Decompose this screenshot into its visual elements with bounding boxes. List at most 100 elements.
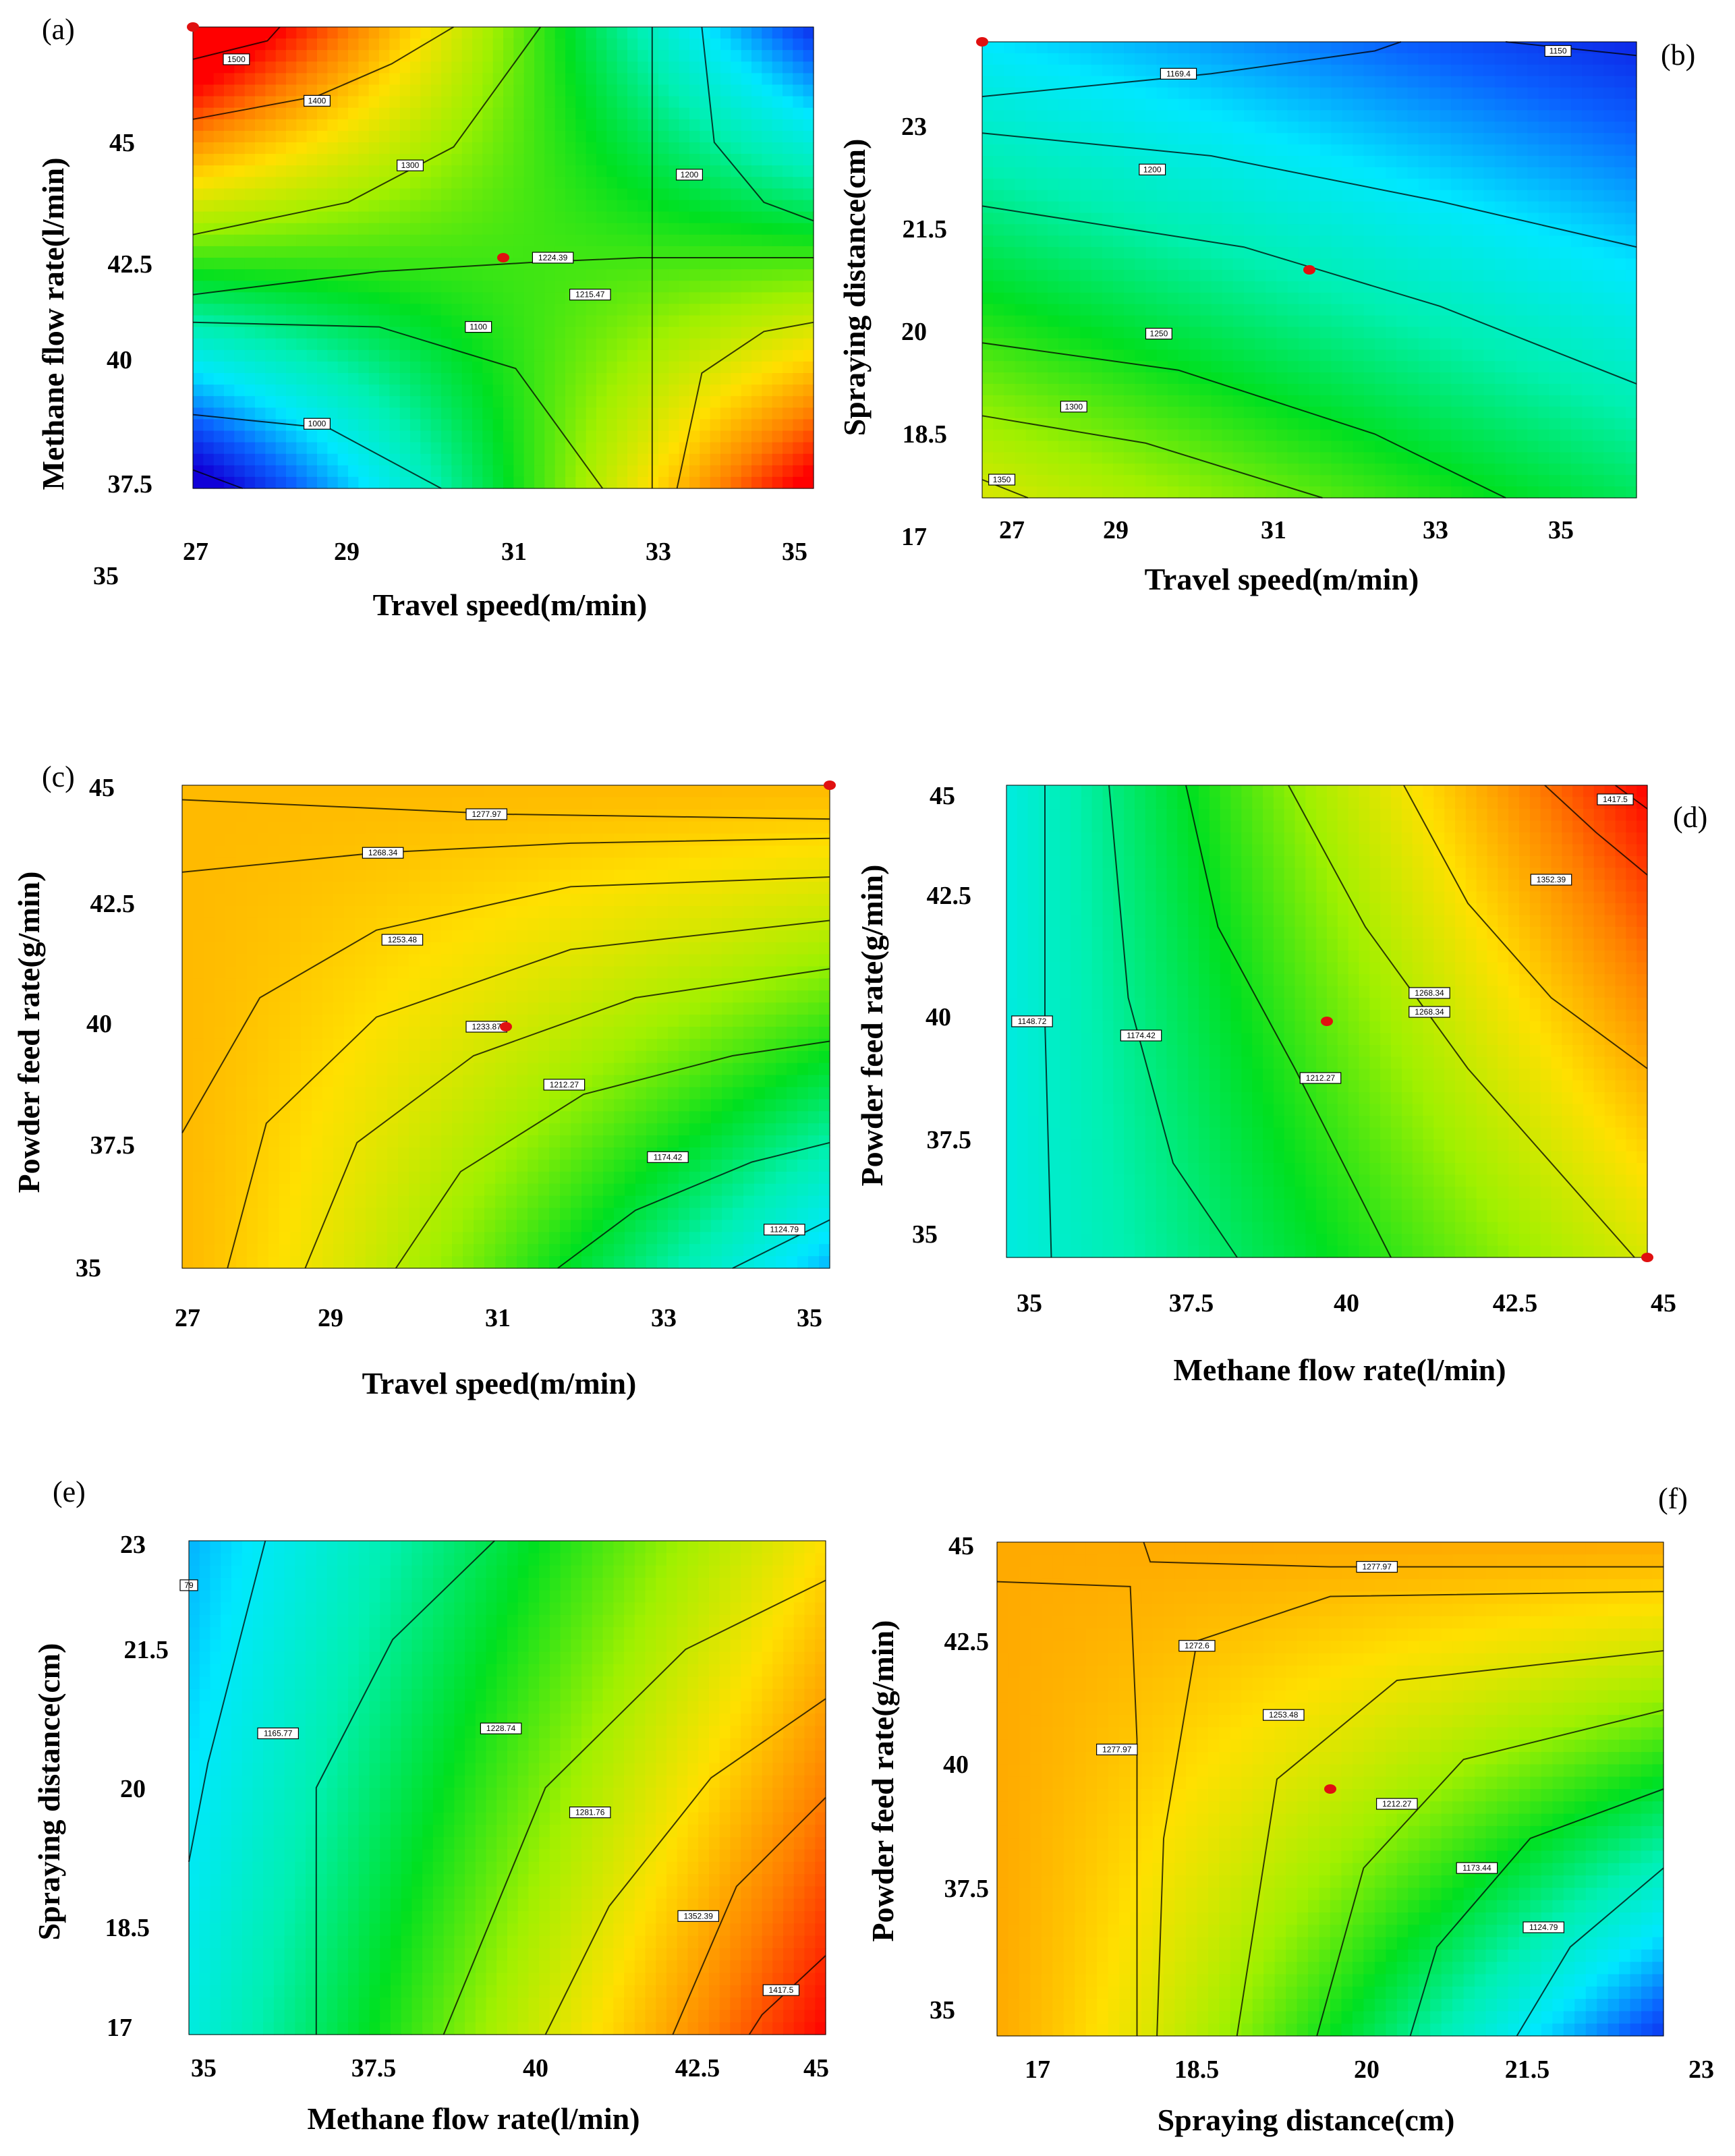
heatmap-cell bbox=[1276, 178, 1288, 191]
heatmap-cell bbox=[1222, 304, 1234, 316]
heatmap-cell bbox=[1167, 212, 1179, 225]
heatmap-cell bbox=[317, 453, 328, 466]
heatmap-cell bbox=[1614, 212, 1626, 225]
heatmap-cell bbox=[482, 200, 494, 212]
heatmap-cell bbox=[1483, 156, 1496, 168]
heatmap-cell bbox=[1309, 156, 1321, 168]
heatmap-cell bbox=[296, 327, 308, 339]
heatmap-cell bbox=[720, 430, 731, 443]
heatmap-cell bbox=[1516, 270, 1528, 282]
heatmap-cell bbox=[472, 223, 483, 235]
heatmap-cell bbox=[1451, 292, 1462, 305]
heatmap-cell bbox=[1232, 133, 1245, 145]
heatmap-cell bbox=[1614, 178, 1626, 191]
heatmap-cell bbox=[1222, 429, 1234, 442]
heatmap-cell bbox=[213, 315, 225, 328]
heatmap-cell bbox=[234, 465, 246, 478]
heatmap-cell bbox=[1069, 486, 1081, 499]
heatmap-cell bbox=[1167, 384, 1179, 396]
heatmap-cell bbox=[1396, 212, 1409, 225]
heatmap-cell bbox=[224, 211, 235, 224]
heatmap-cell bbox=[793, 246, 804, 258]
heatmap-cell bbox=[1025, 42, 1037, 54]
heatmap-cell bbox=[679, 200, 690, 212]
heatmap-cell bbox=[327, 407, 339, 420]
heatmap-cell bbox=[993, 76, 1004, 88]
heatmap-cell bbox=[1320, 452, 1332, 464]
heatmap-cell bbox=[993, 247, 1004, 259]
heatmap-cell bbox=[617, 465, 628, 478]
heatmap-cell bbox=[451, 107, 463, 120]
heatmap-cell bbox=[1506, 304, 1517, 316]
heatmap-cell bbox=[658, 385, 669, 397]
heatmap-cell bbox=[1189, 384, 1201, 396]
heatmap-cell bbox=[461, 442, 473, 455]
heatmap-cell bbox=[193, 821, 204, 834]
heatmap-cell bbox=[1069, 475, 1081, 487]
heatmap-cell bbox=[523, 61, 535, 74]
heatmap-cell bbox=[1080, 201, 1092, 214]
heatmap-cell bbox=[317, 430, 328, 443]
heatmap-cell bbox=[554, 407, 566, 420]
heatmap-cell bbox=[472, 292, 483, 304]
heatmap-cell bbox=[648, 430, 659, 443]
heatmap-cell bbox=[1451, 372, 1462, 385]
heatmap-cell bbox=[389, 292, 401, 304]
heatmap-cell bbox=[1396, 349, 1409, 362]
heatmap-cell bbox=[993, 463, 1004, 476]
heatmap-cell bbox=[224, 361, 235, 374]
heatmap-cell bbox=[358, 465, 370, 478]
heatmap-cell bbox=[1232, 349, 1245, 362]
heatmap-cell bbox=[265, 349, 277, 362]
heatmap-cell bbox=[1506, 463, 1517, 476]
heatmap-cell bbox=[1603, 384, 1616, 396]
heatmap-cell bbox=[803, 130, 814, 143]
heatmap-cell bbox=[1473, 304, 1485, 316]
heatmap-cell bbox=[1298, 42, 1310, 54]
heatmap-cell bbox=[700, 476, 711, 489]
heatmap-cell bbox=[1527, 235, 1539, 248]
heatmap-cell bbox=[1363, 201, 1375, 214]
heatmap-cell bbox=[617, 304, 628, 316]
heatmap-cell bbox=[1124, 327, 1135, 339]
heatmap-cell bbox=[1265, 361, 1278, 373]
heatmap-cell bbox=[1025, 406, 1037, 419]
heatmap-cell bbox=[348, 130, 359, 143]
heatmap-cell bbox=[1211, 53, 1223, 65]
heatmap-cell bbox=[1113, 178, 1125, 191]
heatmap-cell bbox=[1440, 384, 1452, 396]
heatmap-cell bbox=[637, 315, 649, 328]
heatmap-cell bbox=[1506, 121, 1517, 134]
heatmap-cell bbox=[1560, 395, 1572, 407]
heatmap-cell bbox=[1069, 98, 1081, 111]
heatmap-cell bbox=[379, 258, 390, 270]
heatmap-cell bbox=[296, 84, 308, 97]
heatmap-cell bbox=[1516, 292, 1528, 305]
heatmap-cell bbox=[1625, 121, 1637, 134]
heatmap-cell bbox=[1375, 144, 1386, 157]
heatmap-cell bbox=[441, 38, 452, 51]
heatmap-cell bbox=[358, 385, 370, 397]
heatmap-cell bbox=[627, 119, 638, 132]
heatmap-cell bbox=[1506, 212, 1517, 225]
heatmap-cell bbox=[982, 418, 994, 430]
heatmap-cell bbox=[410, 119, 421, 132]
heatmap-cell bbox=[1309, 315, 1321, 328]
heatmap-cell bbox=[751, 50, 762, 62]
heatmap-cell bbox=[1462, 270, 1474, 282]
heatmap-cell bbox=[554, 292, 566, 304]
heatmap-cell bbox=[348, 38, 359, 51]
heatmap-cell bbox=[1625, 53, 1637, 65]
heatmap-cell bbox=[1178, 167, 1190, 179]
heatmap-cell bbox=[1145, 418, 1158, 430]
heatmap-cell bbox=[1091, 304, 1103, 316]
heatmap-cell bbox=[1232, 201, 1245, 214]
heatmap-cell bbox=[1429, 53, 1441, 65]
heatmap-cell bbox=[1396, 133, 1409, 145]
heatmap-cell bbox=[1145, 42, 1158, 54]
heatmap-cell bbox=[1124, 315, 1135, 328]
heatmap-cell bbox=[1189, 418, 1201, 430]
heatmap-cell bbox=[482, 465, 494, 478]
heatmap-cell bbox=[1593, 281, 1605, 293]
heatmap-cell bbox=[389, 430, 401, 443]
